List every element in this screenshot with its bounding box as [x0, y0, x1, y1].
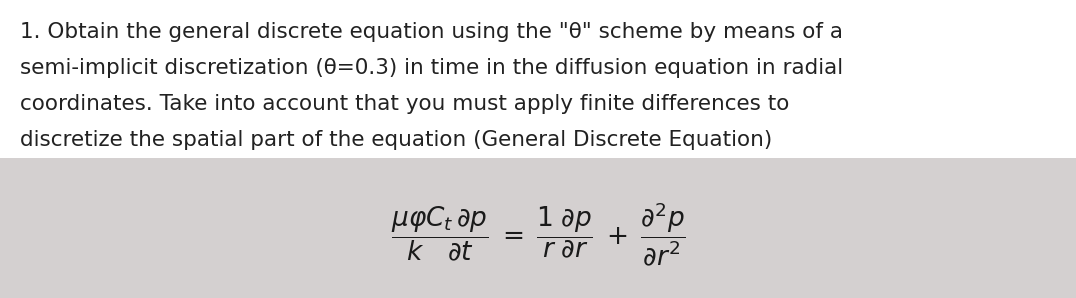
Bar	[0, 158, 1076, 298]
Text: semi-implicit discretization (θ=0.3) in time in the diffusion equation in radial: semi-implicit discretization (θ=0.3) in …	[20, 58, 844, 78]
Text: $\dfrac{\mu\varphi C_t\,\partial p}{k\quad\partial t}\;=\;\dfrac{1\;\partial p}{: $\dfrac{\mu\varphi C_t\,\partial p}{k\qu…	[391, 200, 685, 268]
Text: discretize the spatial part of the equation (General Discrete Equation): discretize the spatial part of the equat…	[20, 130, 773, 150]
Text: coordinates. Take into account that you must apply finite differences to: coordinates. Take into account that you …	[20, 94, 790, 114]
Text: 1. Obtain the general discrete equation using the "θ" scheme by means of a: 1. Obtain the general discrete equation …	[20, 22, 843, 42]
Bar	[0, 0, 1076, 158]
